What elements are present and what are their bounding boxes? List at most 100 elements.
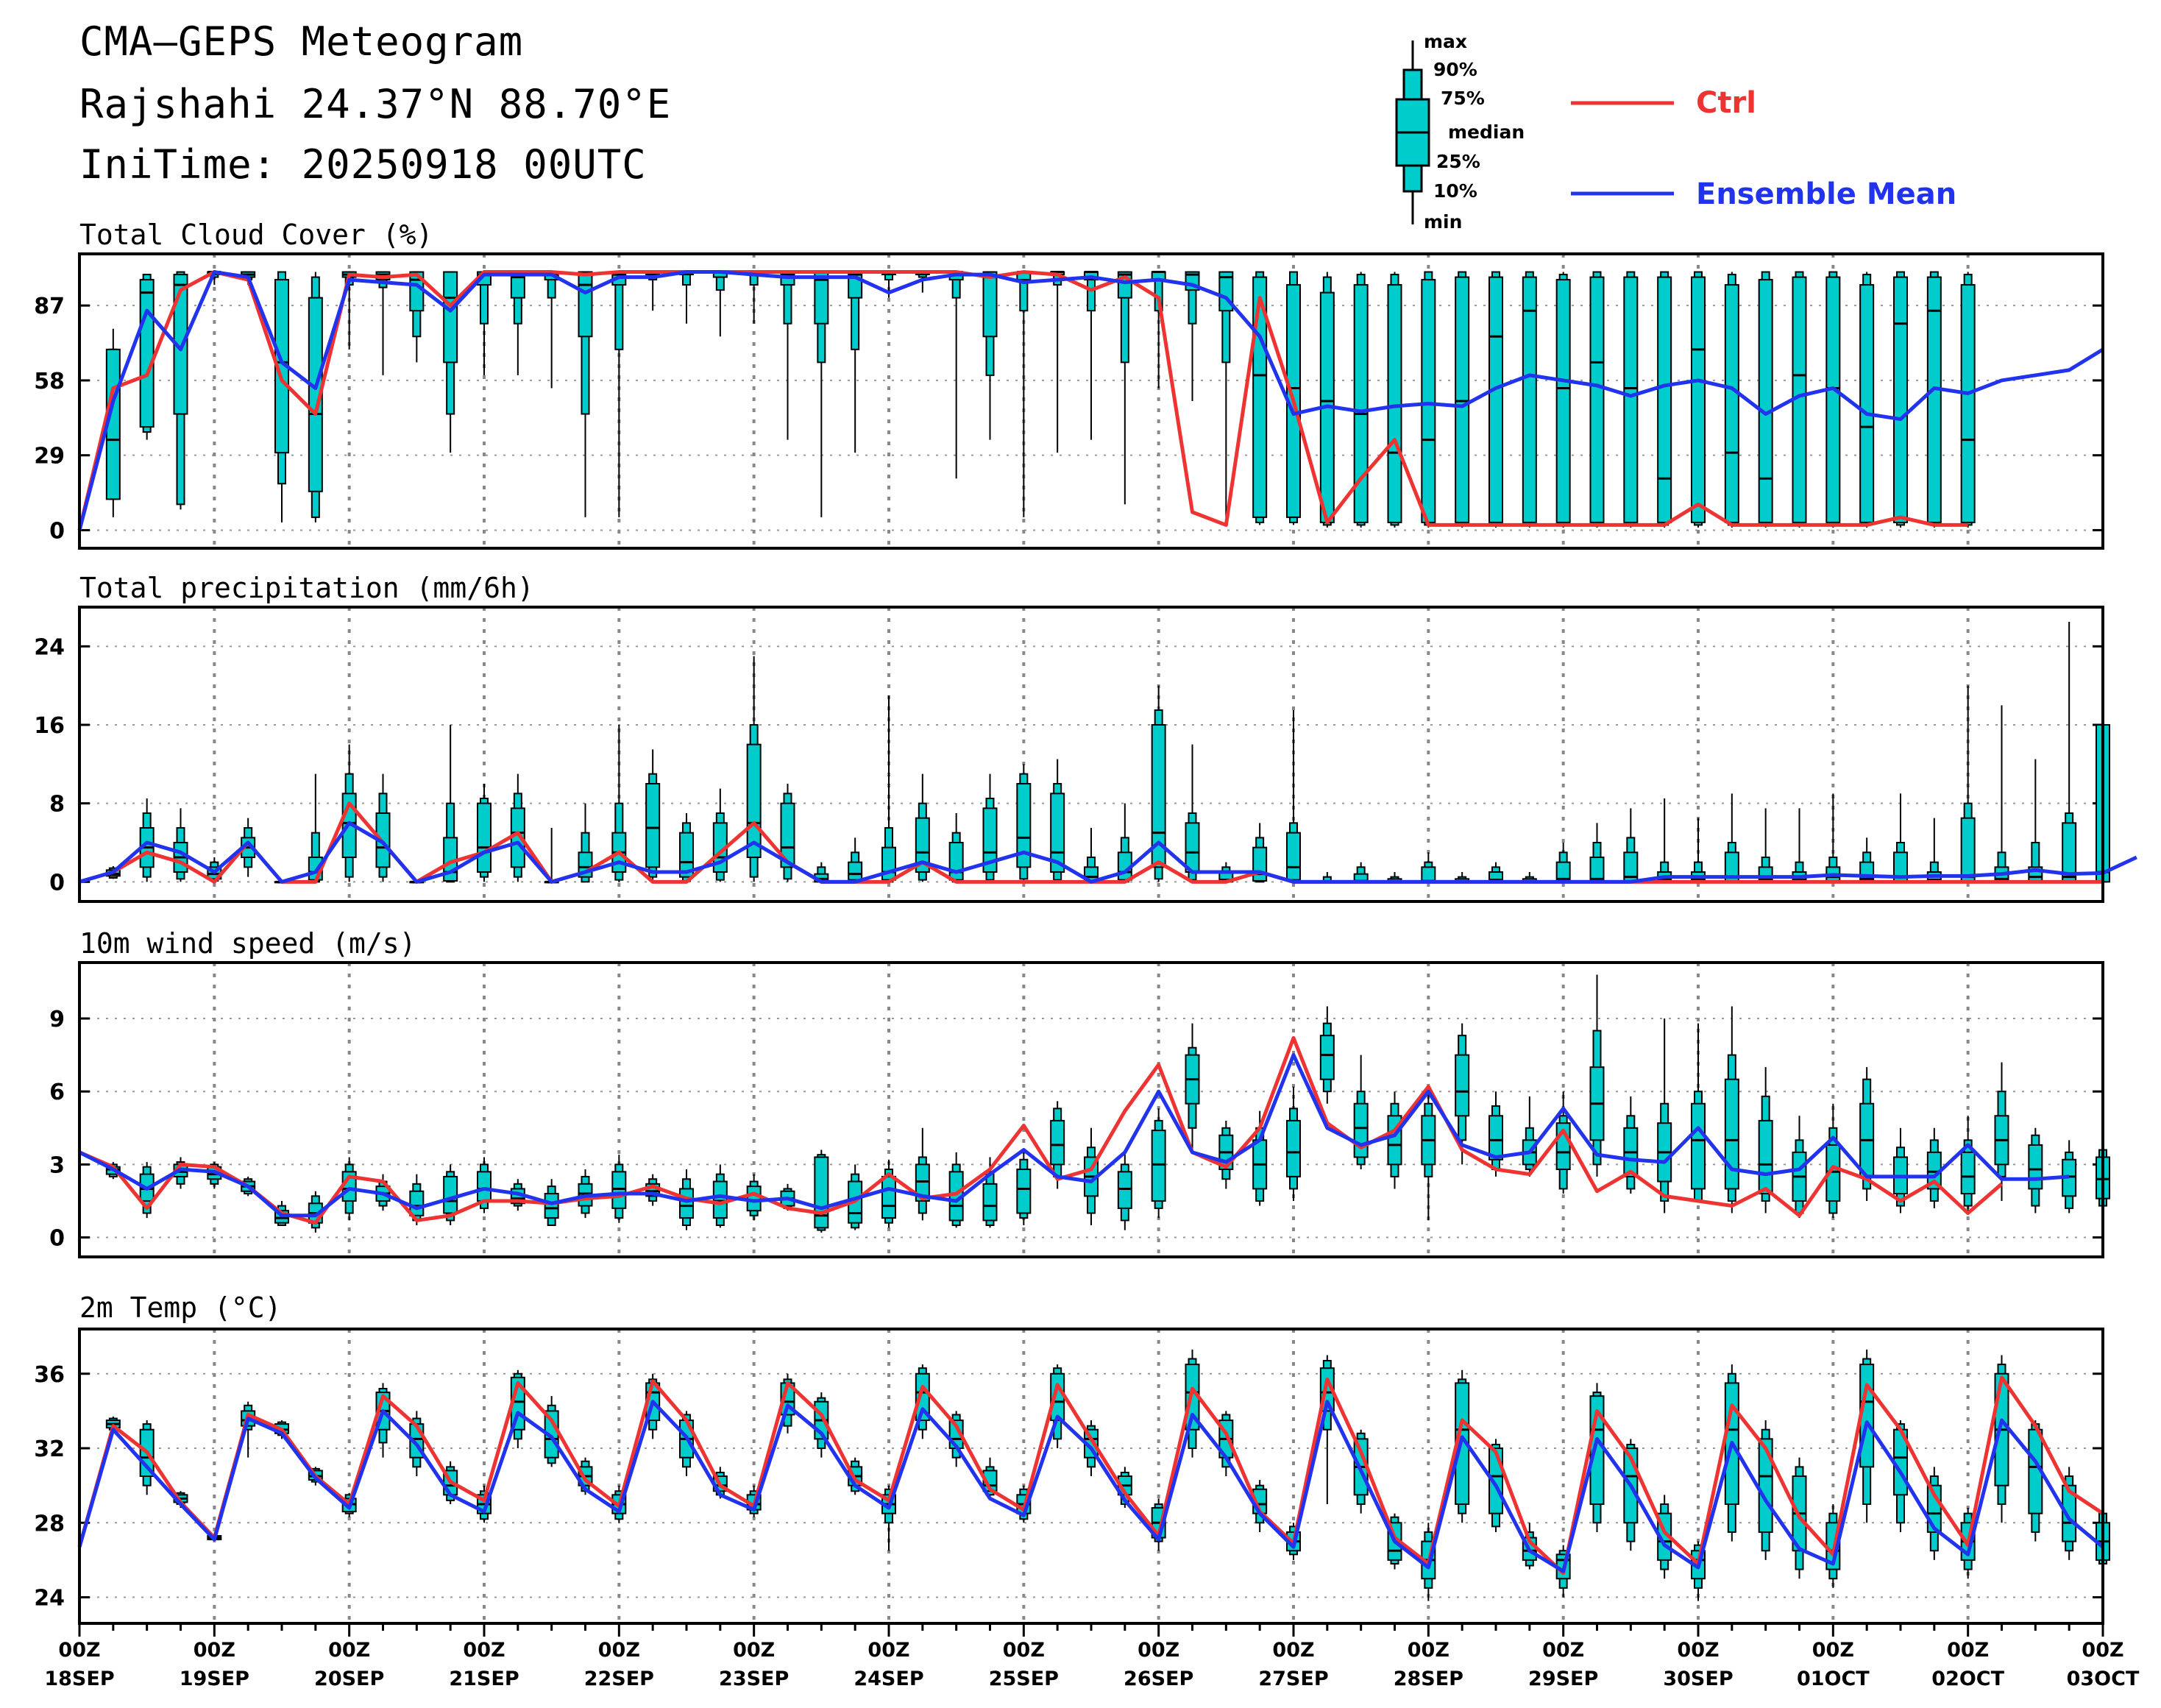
box-plot	[1589, 271, 1605, 528]
y-tick-label: 3	[49, 1152, 65, 1178]
box-25-75	[1758, 1119, 1773, 1195]
panel-frame	[78, 961, 2104, 1258]
y-tick-label: 24	[34, 634, 65, 660]
box-plot	[1488, 271, 1503, 528]
box-25-75	[1555, 279, 1571, 523]
box-plot	[1319, 1006, 1335, 1104]
box-25-75	[1724, 1078, 1739, 1190]
x-tick-label-time: 00Z	[598, 1639, 640, 1662]
panel-title: 10m wind speed (m/s)	[79, 927, 416, 960]
x-tick-label-date: 18SEP	[44, 1668, 114, 1690]
box-plot	[1825, 793, 1841, 883]
box-25-75	[1926, 276, 1942, 523]
panel-1: Total Cloud Cover (%) 0 29 58 87	[34, 219, 2104, 550]
box-plot	[1353, 862, 1369, 883]
box-plot	[1623, 271, 1639, 528]
box-plot	[1151, 1108, 1166, 1219]
box-plot	[746, 271, 762, 324]
box-plot	[611, 271, 627, 517]
box-plot	[544, 271, 559, 389]
ensemble-mean-line	[77, 1400, 2104, 1573]
x-axis: 00Z 18SEP 00Z 19SEP 00Z 20SEP 00Z 21SEP 00Z 22SEP…	[44, 1623, 2140, 1690]
box-25-75	[2062, 1484, 2077, 1542]
box-plot	[1185, 1349, 1200, 1458]
y-tick-label: 8	[49, 792, 65, 818]
legend-box-label: max	[1424, 31, 1467, 52]
box-plot	[477, 784, 492, 882]
box-25-75	[746, 743, 762, 859]
box-plot	[1589, 974, 1605, 1177]
y-tick-label: 58	[34, 369, 65, 394]
box-25-75	[1421, 279, 1436, 523]
x-tick-label-date: 23SEP	[719, 1668, 789, 1690]
legend-box-label: 25%	[1436, 151, 1480, 172]
box-plot	[1185, 1023, 1200, 1152]
x-tick-label-time: 00Z	[1677, 1639, 1719, 1662]
box-plot	[477, 271, 492, 375]
x-tick-label-date: 22SEP	[584, 1668, 654, 1690]
box-25-75	[1960, 284, 1976, 523]
box-25-75	[1758, 279, 1773, 523]
box-plot	[982, 773, 998, 882]
legend-box-label: 75%	[1441, 88, 1485, 109]
x-tick-label-date: 26SEP	[1124, 1668, 1193, 1690]
box-25-75	[915, 817, 930, 873]
box-plot	[1960, 272, 1976, 528]
box-plot	[1758, 271, 1773, 528]
legend-box-label: 10%	[1433, 180, 1477, 202]
box-plot	[814, 1149, 829, 1233]
box-plot	[1758, 808, 1773, 883]
box-plot	[1353, 1055, 1369, 1169]
box-plot	[948, 271, 964, 479]
box-25-75	[139, 279, 155, 428]
box-plot	[1185, 271, 1200, 401]
box-plot	[746, 656, 762, 882]
box-25-75	[679, 832, 694, 878]
box-25-75	[848, 861, 863, 881]
box-plot	[443, 271, 458, 453]
box-plot	[679, 271, 694, 324]
box-plot	[1353, 272, 1369, 528]
box-25-75	[1825, 276, 1841, 523]
box-plot	[274, 271, 289, 522]
x-tick-label-date: 29SEP	[1528, 1668, 1598, 1690]
x-tick-label-time: 00Z	[1003, 1639, 1045, 1662]
y-tick-label: 6	[49, 1080, 65, 1105]
box-plot	[510, 271, 525, 375]
ctrl-line	[79, 1035, 2004, 1225]
box-plot	[2028, 759, 2043, 883]
box-25-75	[1016, 783, 1032, 868]
box-plot	[1623, 808, 1639, 883]
box-plot	[1825, 1103, 1841, 1219]
box-plot	[1522, 1096, 1537, 1177]
box-plot	[1859, 272, 1875, 528]
box-plot	[915, 1127, 930, 1221]
box-plot	[1488, 1091, 1503, 1177]
box-25-75	[1151, 1130, 1166, 1202]
box-plot	[1926, 818, 1942, 883]
box-plot	[2062, 1467, 2077, 1560]
box-25-75	[1960, 817, 1976, 883]
box-plot	[1926, 1467, 1942, 1560]
box-25-75	[1353, 284, 1369, 523]
box-plot	[1522, 271, 1537, 528]
box-25-75	[948, 842, 964, 881]
box-plot	[1117, 271, 1132, 505]
box-plot	[1792, 808, 1807, 883]
box-25-75	[1286, 1119, 1301, 1177]
box-plot	[1994, 705, 2009, 883]
box-plot	[1657, 798, 1672, 883]
ensemble-mean-line	[78, 1053, 2070, 1218]
x-tick-label-date: 25SEP	[989, 1668, 1059, 1690]
box-plot	[848, 837, 863, 883]
box-plot	[1050, 271, 1065, 453]
box-plot	[780, 271, 795, 440]
legend-box-label: median	[1448, 121, 1525, 143]
box-plot	[1589, 823, 1605, 883]
panel-3: 10m wind speed (m/s) 0 3 6 9	[49, 927, 2110, 1258]
box-25-75	[1387, 284, 1402, 523]
box-25-75	[1455, 1054, 1470, 1117]
box-25-75	[780, 802, 795, 868]
legend-box-label: 90%	[1433, 59, 1477, 80]
